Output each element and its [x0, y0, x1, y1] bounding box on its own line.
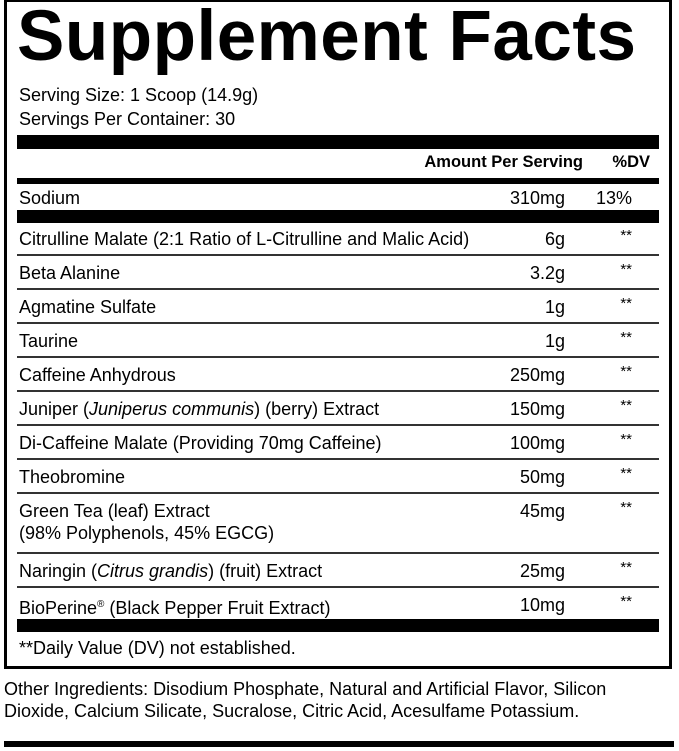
supplement-facts-panel: Supplement Facts Serving Size: 1 Scoop (…: [4, 0, 672, 669]
panel-title: Supplement Facts: [17, 0, 637, 76]
name-text: Green Tea (leaf) Extract: [19, 501, 210, 521]
ingredient-name: Beta Alanine: [19, 262, 120, 284]
ingredient-amount: 25mg: [519, 561, 565, 581]
other-ingredients: Other Ingredients: Disodium Phosphate, N…: [4, 679, 607, 721]
ingredient-amount: 1g: [544, 331, 565, 351]
ingredient-dv: **: [620, 559, 632, 576]
ingredient-dv: **: [620, 363, 632, 380]
latin-name: Juniperus communis: [89, 399, 255, 419]
ingredient-amount: 6g: [544, 229, 565, 249]
divider-thick: [17, 619, 659, 632]
ingredient-dv: **: [620, 593, 632, 610]
name-text: Citrulline Malate (2:1 Ratio of L-Citrul…: [19, 229, 470, 249]
serving-size: Serving Size: 1 Scoop (14.9g): [19, 85, 259, 105]
row-divider: [17, 322, 659, 324]
ingredient-amount: 50mg: [519, 467, 565, 487]
ingredient-name: Theobromine: [19, 466, 125, 488]
registered-mark: ®: [97, 599, 105, 610]
name-text: Juniper (: [19, 399, 90, 419]
row-divider: [17, 390, 659, 392]
row-divider: [17, 254, 659, 256]
ingredient-dv: **: [620, 295, 632, 312]
ingredient-name: Naringin (Citrus grandis) (fruit) Extrac…: [19, 560, 322, 582]
bottom-bar: [4, 741, 674, 747]
ingredient-dv: **: [620, 397, 632, 414]
name-text: Di-Caffeine Malate (Providing 70mg Caffe…: [19, 433, 382, 453]
name-text: Theobromine: [19, 467, 126, 487]
name-text: Caffeine Anhydrous: [19, 365, 176, 385]
name-text: Agmatine Sulfate: [19, 297, 157, 317]
dv-header: %DV: [612, 153, 650, 171]
name-text: BioPerine: [19, 598, 98, 618]
ingredient-name: Juniper (Juniperus communis) (berry) Ext…: [19, 398, 379, 420]
nutrient-amount: 310mg: [509, 188, 565, 208]
latin-name: Citrus grandis: [97, 561, 209, 581]
row-divider: [17, 492, 659, 494]
name-text: ) (fruit) Extract: [208, 561, 323, 581]
name-text: Beta Alanine: [19, 263, 121, 283]
divider-medium: [17, 178, 659, 184]
ingredient-name: Taurine: [19, 330, 78, 352]
row-divider: [17, 288, 659, 290]
row-divider: [17, 458, 659, 460]
ingredient-name: Citrulline Malate (2:1 Ratio of L-Citrul…: [19, 228, 469, 250]
ingredient-dv: **: [620, 431, 632, 448]
ingredient-name: Agmatine Sulfate: [19, 296, 156, 318]
footnote: **Daily Value (DV) not established.: [19, 638, 296, 658]
name-text: Naringin (: [19, 561, 98, 581]
ingredient-name: BioPerine® (Black Pepper Fruit Extract): [19, 594, 331, 619]
row-divider: [17, 424, 659, 426]
ingredient-dv: **: [620, 261, 632, 278]
name-text: (Black Pepper Fruit Extract): [104, 598, 331, 618]
servings-per-container: Servings Per Container: 30: [19, 109, 236, 129]
ingredient-dv: **: [620, 499, 632, 516]
ingredient-amount: 150mg: [509, 399, 565, 419]
nutrient-dv: 13%: [595, 188, 632, 208]
nutrient-name: Sodium: [19, 188, 81, 208]
divider-thick: [17, 210, 659, 223]
ingredient-amount: 45mg: [519, 501, 565, 521]
ingredient-amount: 3.2g: [529, 263, 565, 283]
ingredient-name: Di-Caffeine Malate (Providing 70mg Caffe…: [19, 432, 382, 454]
name-detail: (98% Polyphenols, 45% EGCG): [19, 523, 275, 543]
ingredient-name: Caffeine Anhydrous: [19, 364, 176, 386]
name-text: Taurine: [19, 331, 79, 351]
row-divider: [17, 586, 659, 588]
ingredient-name: Green Tea (leaf) Extract (98% Polyphenols…: [19, 500, 274, 544]
ingredient-amount: 100mg: [509, 433, 565, 453]
divider-thick: [17, 135, 659, 149]
ingredient-dv: **: [620, 465, 632, 482]
ingredient-amount: 10mg: [519, 595, 565, 615]
name-text: ) (berry) Extract: [254, 399, 380, 419]
ingredient-amount: 250mg: [509, 365, 565, 385]
amount-header: Amount Per Serving: [424, 153, 583, 171]
ingredient-dv: **: [620, 227, 632, 244]
row-divider: [17, 356, 659, 358]
ingredient-dv: **: [620, 329, 632, 346]
row-divider: [17, 552, 659, 554]
ingredient-amount: 1g: [544, 297, 565, 317]
